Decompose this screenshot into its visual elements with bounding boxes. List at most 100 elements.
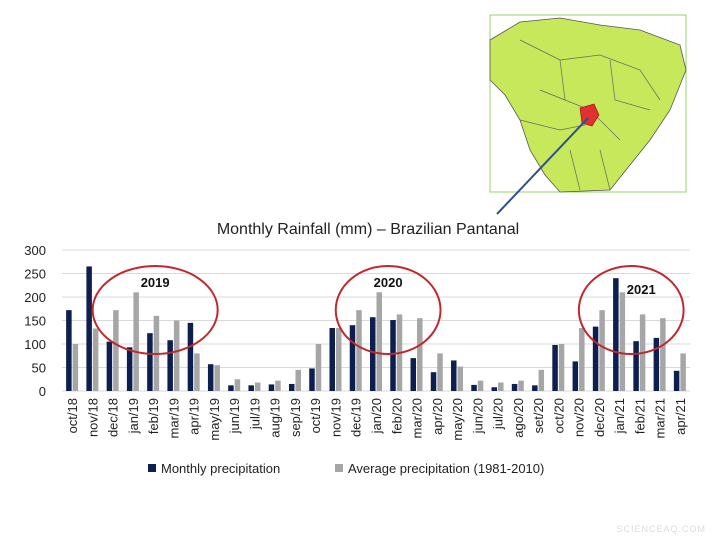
chart-title: Monthly Rainfall (mm) – Brazilian Pantan… <box>217 221 519 238</box>
bar-monthly <box>66 310 72 391</box>
x-tick-label: jan/19 <box>126 398 141 434</box>
x-tick-label: nov/18 <box>85 398 100 437</box>
bar-monthly <box>491 387 498 391</box>
x-tick-label: jun/19 <box>227 398 242 434</box>
bar-monthly <box>613 278 619 391</box>
map-land <box>489 17 687 193</box>
bar-average <box>477 380 484 391</box>
x-tick-label: apr/19 <box>187 398 202 435</box>
bar-average <box>660 318 666 391</box>
bar-average <box>376 292 382 391</box>
bar-average <box>498 382 504 391</box>
x-tick-label: mar/20 <box>410 398 425 438</box>
bar-monthly <box>126 347 133 391</box>
bar-monthly <box>653 337 660 391</box>
x-tick-label: jan/21 <box>612 398 627 434</box>
bar-monthly <box>167 340 173 391</box>
legend-swatch <box>335 464 343 472</box>
year-highlight-ellipse <box>577 265 685 355</box>
bar-average <box>619 292 626 391</box>
x-tick-label: apr/21 <box>673 398 688 435</box>
legend-label: Monthly precipitation <box>161 461 280 476</box>
y-tick-label: 300 <box>24 243 46 258</box>
y-tick-label: 50 <box>32 361 46 376</box>
x-tick-label: may/20 <box>450 398 465 441</box>
bar-average <box>92 328 99 391</box>
bar-average <box>295 369 301 391</box>
year-label: 2021 <box>627 282 656 297</box>
x-tick-label: jun/20 <box>470 398 485 434</box>
bar-monthly <box>147 333 153 391</box>
x-tick-label: oct/19 <box>308 398 323 433</box>
y-tick-label: 200 <box>24 290 46 305</box>
bar-monthly <box>268 384 275 391</box>
bar-average <box>558 344 565 391</box>
bar-average <box>234 379 241 391</box>
bar-monthly <box>410 358 417 391</box>
x-tick-label: jan/20 <box>369 398 384 434</box>
y-tick-label: 250 <box>24 267 46 282</box>
bar-average <box>254 382 261 391</box>
x-tick-label: jul/19 <box>247 398 262 430</box>
bar-average <box>518 380 524 391</box>
bar-monthly <box>633 341 639 391</box>
bar-average <box>538 369 545 391</box>
bar-average <box>214 365 220 391</box>
watermark: SCIENCEAQ.COM <box>616 524 706 534</box>
map-borders <box>519 39 661 191</box>
year-label: 2019 <box>141 275 170 290</box>
y-tick-label: 0 <box>39 384 46 399</box>
x-tick-label: set/20 <box>531 398 546 433</box>
bar-average <box>194 353 200 391</box>
bar-average <box>680 353 686 391</box>
x-tick-label: apr/20 <box>430 398 445 435</box>
x-tick-label: sep/19 <box>288 398 303 437</box>
year-highlight-ellipse <box>334 265 442 355</box>
bar-monthly <box>248 385 254 391</box>
bar-monthly <box>288 383 295 391</box>
bar-average <box>356 310 362 391</box>
x-tick-label: may/19 <box>207 398 222 441</box>
year-highlight-ellipse <box>91 265 219 355</box>
bar-average <box>275 380 281 391</box>
bar-average <box>457 366 464 391</box>
x-tick-label: feb/20 <box>389 398 404 434</box>
bar-average <box>599 310 605 391</box>
bar-average <box>72 344 79 391</box>
x-tick-label: mar/21 <box>653 398 668 438</box>
bar-monthly <box>86 266 92 391</box>
y-tick-label: 150 <box>24 314 46 329</box>
x-tick-label: aug/19 <box>268 398 283 438</box>
bar-monthly <box>329 328 335 391</box>
y-tick-label: 100 <box>24 337 46 352</box>
x-tick-label: oct/18 <box>65 398 80 433</box>
bar-average <box>133 292 139 391</box>
bar-average <box>579 328 585 391</box>
bar-average <box>437 353 443 391</box>
bar-monthly <box>592 326 599 391</box>
legend-swatch <box>148 464 156 472</box>
bar-monthly <box>309 368 315 391</box>
bar-average <box>335 328 342 391</box>
x-tick-label: dec/19 <box>349 398 364 437</box>
x-tick-label: dec/20 <box>592 398 607 437</box>
year-label: 2020 <box>374 275 403 290</box>
bar-monthly <box>370 317 376 391</box>
bar-monthly <box>572 361 579 391</box>
x-tick-label: mar/19 <box>166 398 181 438</box>
bar-average <box>315 344 322 391</box>
x-tick-label: dec/18 <box>106 398 121 437</box>
x-tick-label: feb/19 <box>146 398 161 434</box>
bar-monthly <box>349 325 356 391</box>
bar-monthly <box>471 384 477 391</box>
x-tick-label: ago/20 <box>511 398 526 438</box>
legend-label: Average precipitation (1981-2010) <box>348 461 544 476</box>
bar-average <box>417 318 423 391</box>
bar-monthly <box>552 344 558 391</box>
bar-monthly <box>228 385 234 391</box>
bar-monthly <box>207 364 214 391</box>
x-tick-label: jul/20 <box>491 398 506 430</box>
